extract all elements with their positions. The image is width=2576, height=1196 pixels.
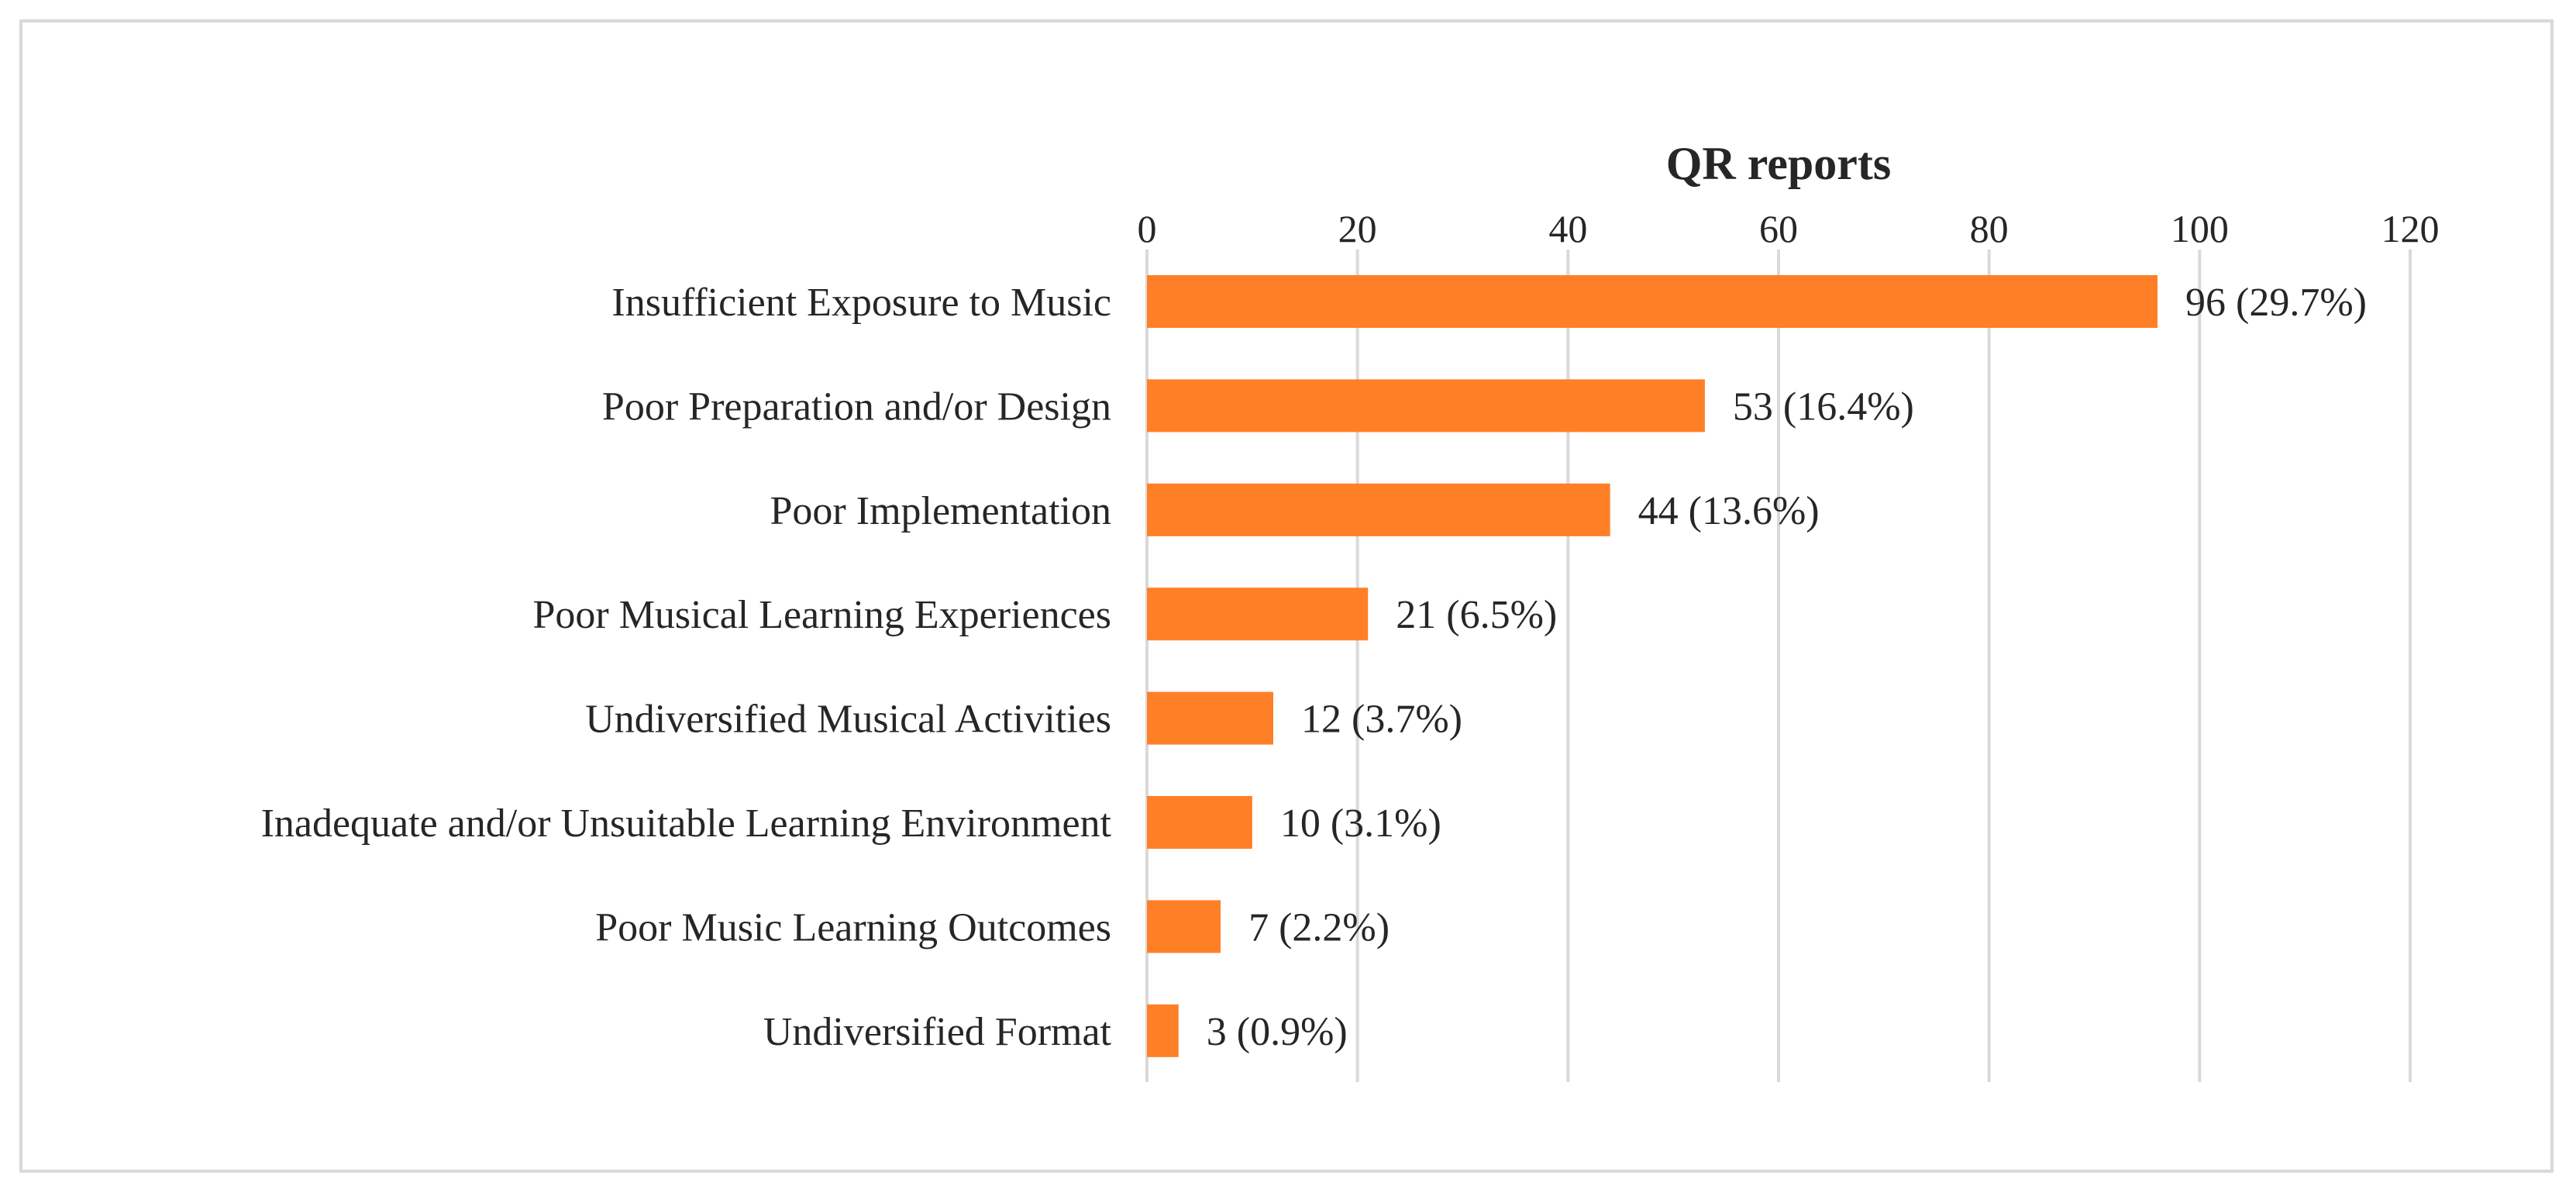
category-label: Poor Musical Learning Experiences bbox=[532, 593, 1111, 637]
bar bbox=[1147, 483, 1610, 536]
category-label: Poor Music Learning Outcomes bbox=[595, 905, 1111, 950]
x-tick-label: 40 bbox=[1548, 207, 1587, 250]
gridlines bbox=[1145, 250, 2412, 1082]
category-label: Insufficient Exposure to Music bbox=[611, 281, 1111, 325]
bar bbox=[1147, 379, 1705, 433]
bar bbox=[1147, 1004, 1179, 1057]
labels: QR reports 0 20 40 60 80 100 120 Insufficient Ex… bbox=[261, 138, 2440, 1054]
category-label: Inadequate and/or Unsuitable Learning En… bbox=[261, 801, 1112, 846]
bar bbox=[1147, 691, 1273, 745]
chart-frame: QR reports 0 20 40 60 80 100 120 Insufficient Ex… bbox=[19, 19, 2554, 1173]
x-tick-label: 60 bbox=[1759, 207, 1798, 250]
bar bbox=[1147, 900, 1221, 953]
data-label: 7 (2.2%) bbox=[1248, 905, 1390, 950]
category-label: Undiversified Musical Activities bbox=[585, 698, 1111, 742]
category-label: Poor Preparation and/or Design bbox=[602, 384, 1111, 429]
category-label: Undiversified Format bbox=[763, 1010, 1112, 1054]
bar bbox=[1147, 275, 2158, 328]
bar bbox=[1147, 588, 1369, 641]
x-tick-label: 120 bbox=[2381, 207, 2440, 250]
x-tick-label: 100 bbox=[2171, 207, 2229, 250]
data-label: 10 (3.1%) bbox=[1280, 801, 1441, 846]
data-label: 12 (3.7%) bbox=[1301, 698, 1462, 742]
bar bbox=[1147, 796, 1252, 849]
data-label: 53 (16.4%) bbox=[1733, 384, 1914, 429]
x-tick-label: 0 bbox=[1138, 207, 1157, 250]
bar-chart: QR reports 0 20 40 60 80 100 120 Insufficient Ex… bbox=[261, 138, 2440, 1082]
data-label: 44 (13.6%) bbox=[1638, 489, 1820, 533]
x-axis-title: QR reports bbox=[1666, 138, 1892, 189]
data-label: 3 (0.9%) bbox=[1207, 1010, 1348, 1054]
bars bbox=[1147, 275, 2158, 1057]
data-label: 21 (6.5%) bbox=[1396, 593, 1557, 637]
x-tick-label: 20 bbox=[1338, 207, 1377, 250]
category-label: Poor Implementation bbox=[770, 489, 1111, 533]
x-tick-label: 80 bbox=[1970, 207, 2009, 250]
data-label: 96 (29.7%) bbox=[2185, 281, 2367, 325]
